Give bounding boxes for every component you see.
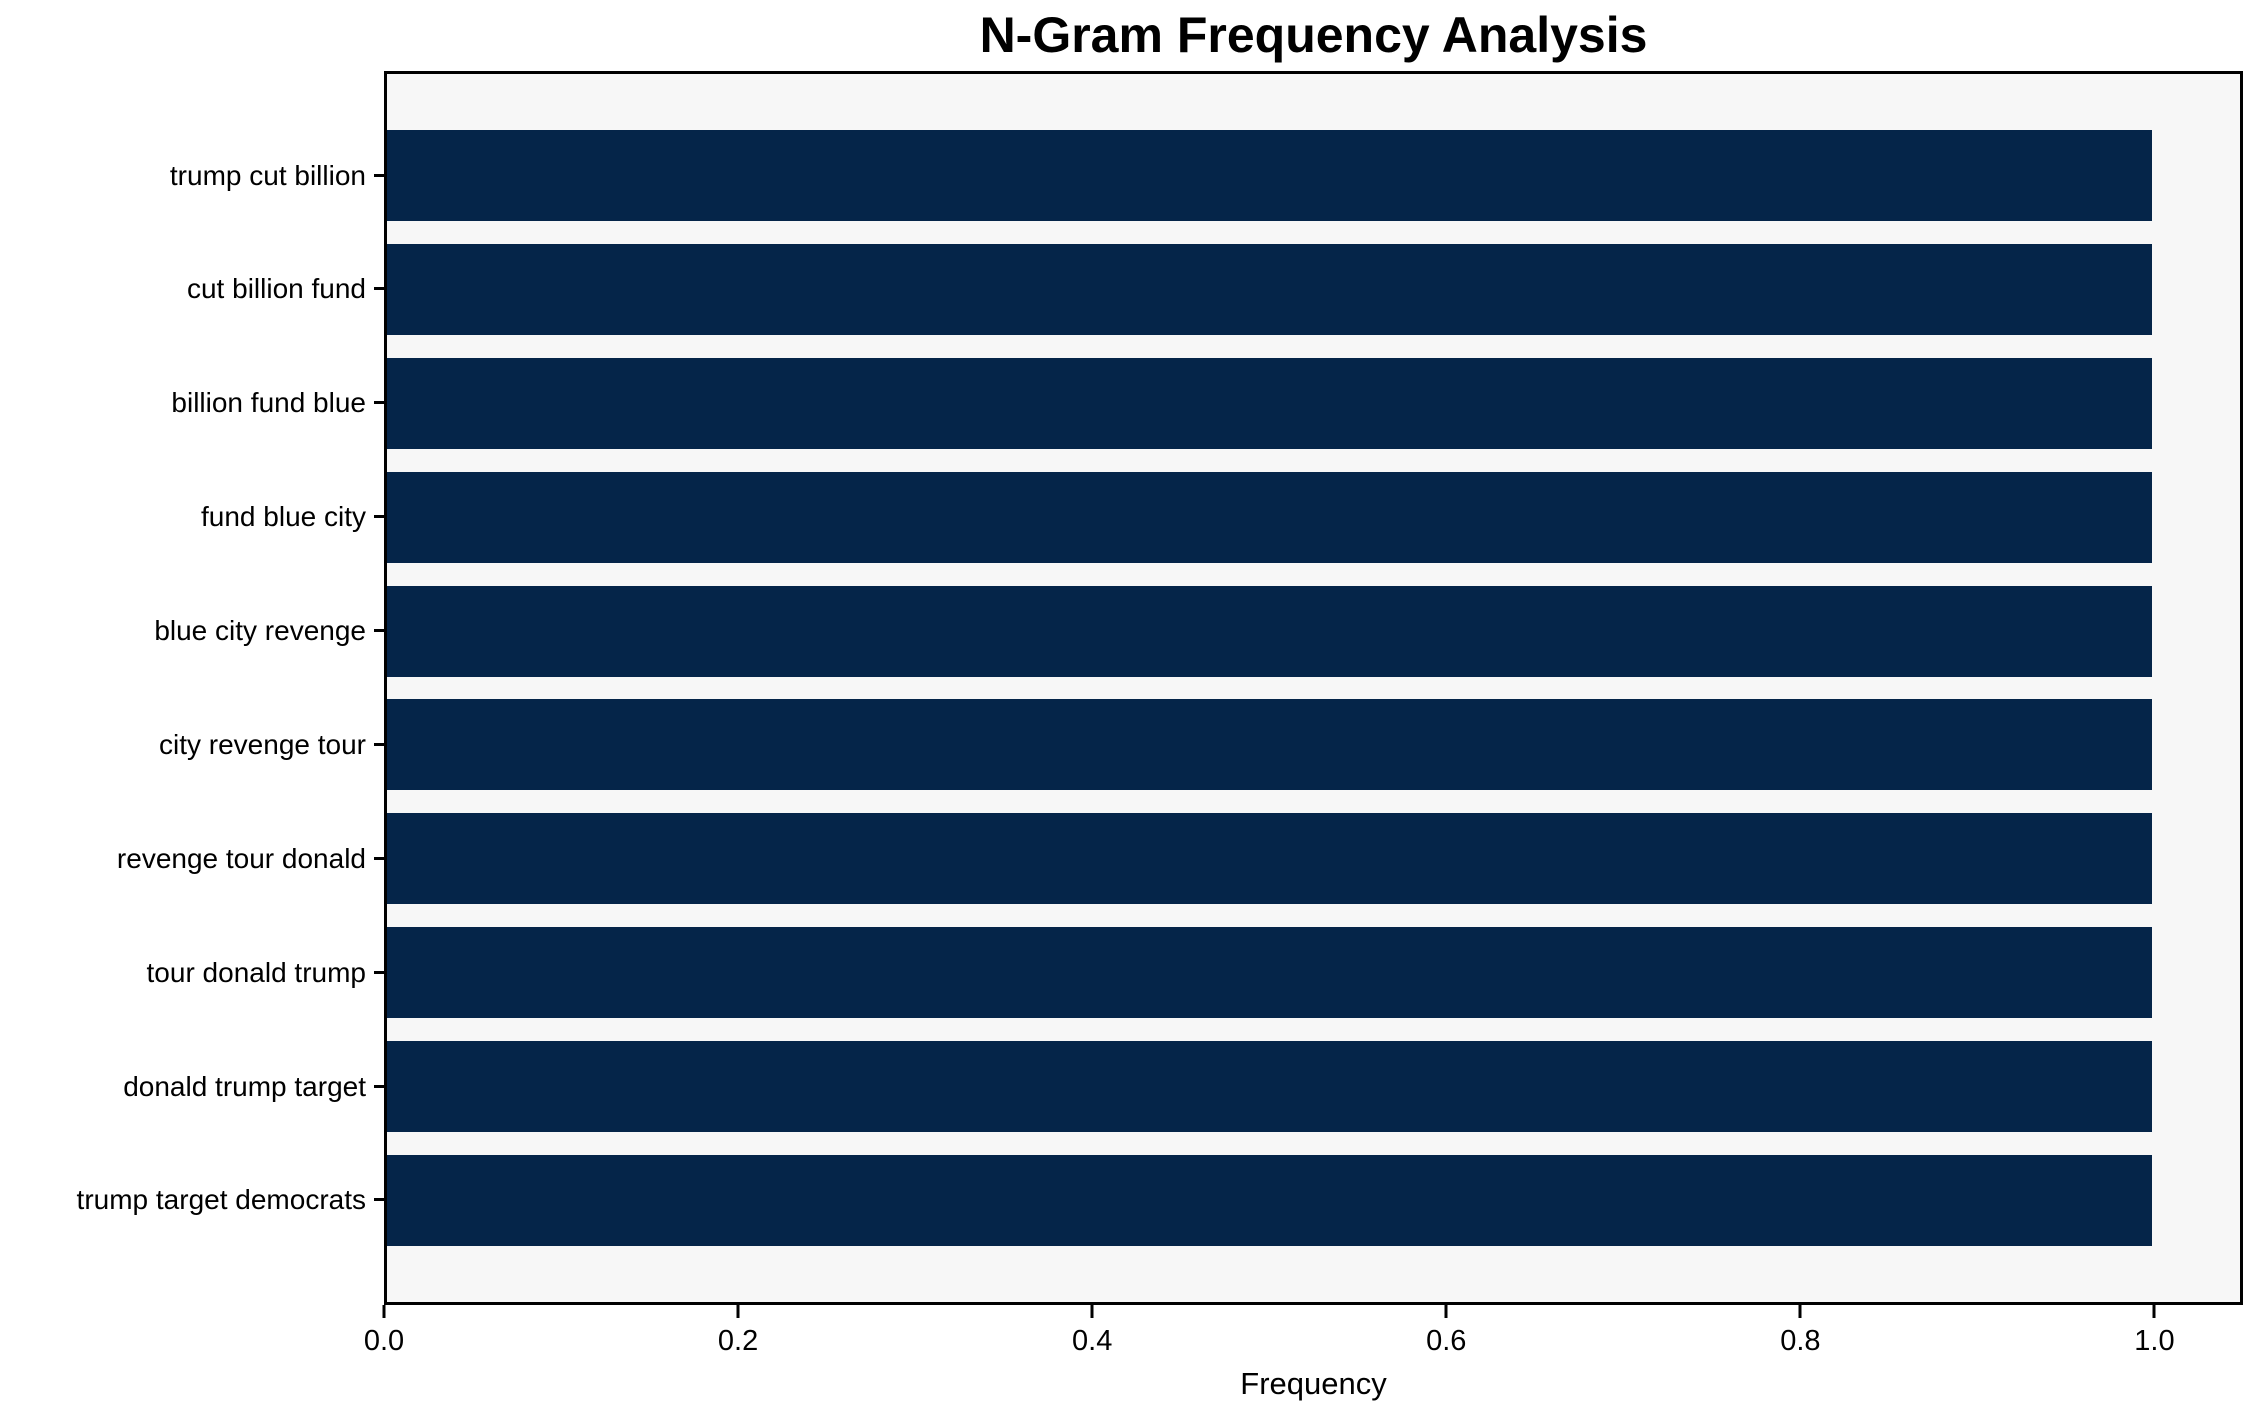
- bar: [387, 1041, 2152, 1132]
- bars-container: trump cut billion cut billion fund billion…: [77, 74, 2240, 1302]
- y-tick-label: cut billion fund: [186, 273, 366, 305]
- y-tick-mark: [374, 1198, 387, 1202]
- bar-row: fund blue city: [201, 471, 2240, 563]
- y-tick-label: revenge tour donald: [116, 842, 366, 874]
- x-tick-label: 0.8: [1780, 1325, 1821, 1357]
- bar: [387, 927, 2152, 1019]
- x-tick-mark: [382, 1305, 386, 1318]
- bar-row: trump cut billion: [170, 130, 2240, 221]
- y-tick-label: billion fund blue: [171, 387, 366, 419]
- x-axis: 0.0 0.2 0.4 0.6 0.8 1.0: [364, 1305, 2243, 1375]
- bar-row: revenge tour donald: [117, 813, 2240, 905]
- y-tick-label: tour donald trump: [146, 956, 366, 988]
- bar-row: blue city revenge: [154, 585, 2240, 677]
- y-tick-label: city revenge tour: [159, 728, 366, 760]
- x-tick-label: 0.6: [1426, 1325, 1467, 1357]
- x-tick-label: 0.0: [363, 1325, 405, 1357]
- y-tick-mark: [374, 287, 387, 291]
- y-tick-mark: [374, 515, 387, 519]
- bar-row: billion fund blue: [171, 357, 2240, 449]
- bar: [387, 130, 2152, 221]
- x-tick-label: 0.2: [717, 1325, 759, 1357]
- bar-row: tour donald trump: [147, 927, 2240, 1019]
- chart-title: N-Gram Frequency Analysis: [979, 7, 1648, 63]
- y-tick-label: trump target democrats: [76, 1184, 366, 1216]
- y-tick-mark: [374, 629, 387, 632]
- y-tick-label: blue city revenge: [154, 615, 366, 646]
- x-axis-title: Frequency: [1240, 1366, 1387, 1401]
- x-tick-mark: [1090, 1305, 1094, 1318]
- bar-row: cut billion fund: [187, 243, 2240, 335]
- x-tick-mark: [2152, 1305, 2156, 1318]
- x-tick-mark: [736, 1305, 740, 1318]
- bar: [387, 471, 2152, 563]
- bar-row: trump target democrats: [77, 1154, 2240, 1246]
- y-tick-label: donald trump target: [123, 1070, 366, 1102]
- y-tick-mark: [374, 970, 387, 974]
- bar: [387, 357, 2152, 449]
- bar-row: city revenge tour: [159, 699, 2240, 791]
- bar: [387, 243, 2152, 335]
- x-tick-mark: [1798, 1305, 1802, 1318]
- bar: [387, 699, 2152, 791]
- y-tick-mark: [374, 742, 387, 746]
- y-tick-label: fund blue city: [201, 501, 366, 533]
- x-tick-label: 1.0: [2134, 1325, 2175, 1357]
- y-tick-mark: [374, 173, 387, 177]
- y-tick-mark: [374, 856, 387, 860]
- plot-area: trump cut billion cut billion fund billion…: [77, 71, 2243, 1305]
- y-tick-mark: [374, 1084, 387, 1088]
- x-tick-mark: [1444, 1305, 1448, 1318]
- bar-row: donald trump target: [123, 1041, 2240, 1132]
- y-tick-mark: [374, 401, 387, 405]
- y-tick-label: trump cut billion: [169, 159, 366, 191]
- bar: [387, 813, 2152, 905]
- bar: [387, 585, 2152, 677]
- bar: [387, 1154, 2152, 1246]
- x-tick-label: 0.4: [1072, 1325, 1113, 1357]
